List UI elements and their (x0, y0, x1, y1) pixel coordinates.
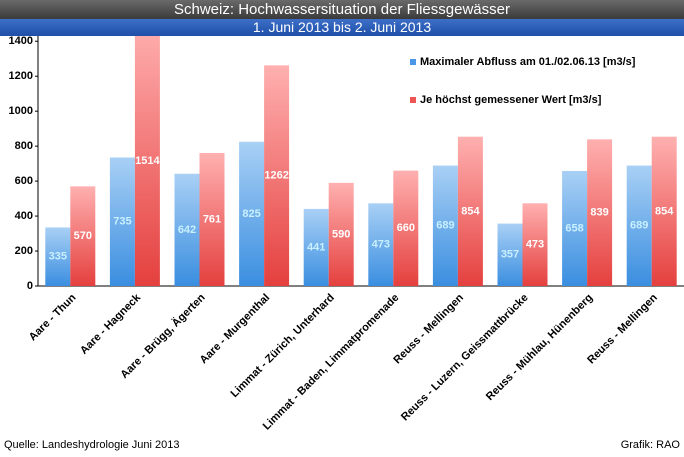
x-tick-label: Reuss - Mühlau, Hünenberg (484, 292, 595, 403)
bar (562, 170, 588, 286)
y-tick-label: 0 (27, 280, 33, 292)
source: Quelle: Landeshydrologie Juni 2013 (4, 439, 180, 451)
legend-label: Je höchst gemessener Wert [m3/s] (420, 94, 602, 106)
data-label: 335 (49, 251, 67, 263)
y-tick-label: 1000 (9, 105, 33, 117)
bar (109, 157, 135, 286)
x-tick-label: Limmat - Zürich, Unterhard (229, 292, 337, 400)
data-label: 825 (242, 208, 260, 220)
bar (239, 141, 265, 286)
bar (626, 165, 652, 286)
y-tick-label: 1400 (9, 35, 33, 47)
x-tick-label: Aare - Thun (27, 292, 79, 344)
chart-subtitle: 1. Juni 2013 bis 2. Juni 2013 (0, 19, 684, 36)
chart-title: Schweiz: Hochwassersituation der Fliessg… (0, 0, 684, 19)
data-label: 735 (113, 216, 131, 228)
y-tick-label: 800 (15, 140, 33, 152)
x-tick-label: Aare - Hagneck (78, 291, 144, 357)
y-tick-label: 1200 (9, 70, 33, 82)
x-tick-label: Limmat - Baden, Limmatpromenade (261, 292, 402, 433)
data-label: 1262 (264, 170, 288, 182)
x-tick-label: Reuss - Mellingen (391, 292, 466, 367)
data-label: 570 (74, 230, 92, 242)
bar (393, 170, 419, 286)
bars (45, 36, 677, 286)
data-label: 1514 (135, 155, 160, 167)
x-tick-label: Reuss - Mellingen (585, 292, 660, 367)
data-label: 689 (436, 220, 454, 232)
data-label: 761 (203, 213, 221, 225)
bar (174, 173, 200, 286)
data-label: 642 (178, 224, 196, 236)
data-label: 357 (501, 249, 519, 261)
legend-swatch (410, 59, 416, 65)
y-tick-label: 200 (15, 245, 33, 257)
data-label: 473 (372, 239, 390, 251)
data-label: 441 (307, 241, 325, 253)
bar (199, 152, 225, 286)
bar (587, 139, 613, 286)
data-label: 658 (565, 222, 583, 234)
credit: Grafik: RAO (620, 439, 680, 451)
bar (264, 65, 290, 286)
data-label: 854 (655, 205, 674, 217)
bar (328, 182, 354, 286)
data-label: 590 (332, 228, 350, 240)
x-tick-label: Reuss - Luzern, Geissmattbrücke (399, 292, 531, 424)
y-tick-label: 600 (15, 175, 33, 187)
data-label: 854 (461, 205, 480, 217)
legend-label: Maximaler Abfluss am 01./02.06.13 [m3/s] (420, 56, 636, 68)
bar (651, 136, 677, 286)
bar (134, 36, 160, 286)
x-tick-label: Aare - Murgenthal (198, 292, 273, 367)
bar (522, 203, 548, 286)
bar (457, 136, 483, 286)
bar (45, 227, 71, 286)
data-label: 473 (526, 239, 544, 251)
legend-swatch (410, 97, 416, 103)
bar (303, 208, 329, 286)
data-label: 839 (590, 207, 608, 219)
bar (70, 186, 96, 286)
data-label: 689 (630, 220, 648, 232)
bar (368, 203, 394, 286)
bar (432, 165, 458, 286)
data-label: 660 (397, 222, 415, 234)
bar (497, 223, 523, 286)
y-tick-label: 400 (15, 210, 33, 222)
